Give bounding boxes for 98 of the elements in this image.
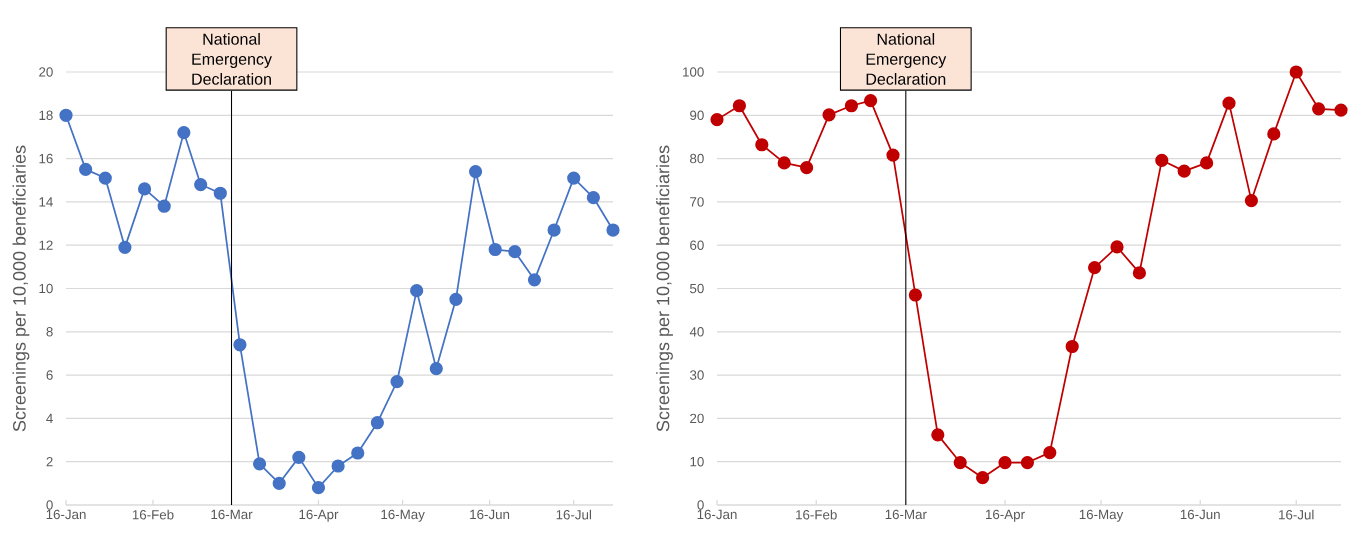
point: [1065, 339, 1079, 354]
point: [998, 455, 1012, 470]
y-tick-label: 18: [39, 110, 53, 120]
y-tick-label: 8: [46, 327, 53, 337]
point: [370, 416, 384, 430]
point: [755, 138, 769, 152]
y-tick-label: 80: [690, 153, 704, 164]
y-tick-label: 50: [690, 283, 704, 294]
point: [1020, 455, 1035, 470]
point: [79, 162, 93, 177]
point: [194, 177, 208, 192]
y-tick-label: 10: [690, 456, 704, 467]
x-tick-label: 16-Feb: [132, 509, 174, 520]
point: [1200, 156, 1214, 170]
point: [118, 240, 132, 254]
point: [822, 108, 836, 122]
point: [213, 186, 227, 200]
point: [410, 284, 424, 298]
x-tick-label: 16-Apr: [299, 509, 339, 522]
point: [1177, 164, 1191, 178]
point: [1289, 65, 1303, 79]
point: [468, 164, 483, 179]
x-tick-label: 16-Apr: [986, 509, 1025, 522]
point: [1155, 153, 1169, 167]
y-tick-label: 16: [39, 153, 53, 164]
x-tick-label: 16-Mar: [885, 509, 927, 520]
y-tick-label: 12: [39, 240, 53, 250]
point: [710, 113, 724, 127]
y-tick-label: 2: [46, 457, 53, 467]
x-tick-label: 16-May: [381, 509, 425, 522]
x-tick-label: 16-Jan: [46, 509, 86, 520]
point: [931, 428, 945, 442]
y-tick-label: 0: [697, 500, 704, 510]
point: [488, 242, 502, 257]
point: [844, 99, 859, 113]
point: [98, 171, 112, 185]
point: [886, 148, 900, 162]
point: [864, 93, 878, 108]
point: [177, 126, 191, 140]
point: [1244, 193, 1259, 208]
point: [233, 338, 247, 352]
point: [157, 199, 171, 213]
point: [449, 292, 463, 306]
point: [508, 245, 522, 259]
point: [292, 450, 306, 464]
y-tick-label: 10: [39, 283, 53, 294]
point: [1222, 96, 1236, 110]
point: [351, 446, 365, 460]
ref-line-label: National Emergency Declaration: [866, 33, 947, 85]
point: [976, 471, 990, 485]
point: [390, 374, 404, 389]
y-tick-label: 4: [46, 413, 53, 423]
point: [1088, 261, 1102, 275]
y-tick-label: 70: [690, 197, 704, 207]
point: [1110, 240, 1124, 254]
y-axis-title: Screenings per 10,000 beneficiaries: [656, 145, 673, 432]
point: [1267, 127, 1281, 141]
x-tick-label: 16-Mar: [211, 509, 253, 520]
point: [908, 288, 923, 302]
point: [1334, 103, 1348, 117]
x-tick-label: 16-Jan: [697, 509, 737, 520]
y-axis-title: Screenings per 10,000 beneficiaries: [12, 145, 30, 432]
y-tick-label: 14: [39, 197, 53, 207]
point: [252, 457, 267, 471]
point: [800, 161, 814, 175]
point: [1132, 266, 1147, 280]
ref-line-label: National Emergency Declaration: [192, 33, 272, 85]
point: [137, 182, 152, 196]
point: [59, 108, 73, 122]
y-tick-label: 90: [690, 110, 704, 120]
point: [527, 273, 542, 287]
y-tick-label: 100: [683, 67, 704, 77]
x-tick-label: 16-Jul: [556, 509, 591, 520]
y-tick-label: 30: [689, 370, 704, 380]
point: [272, 476, 286, 490]
point: [331, 459, 345, 473]
point: [732, 99, 747, 113]
x-tick-label: 16-Feb: [796, 509, 837, 520]
point: [429, 361, 443, 376]
y-tick-label: 20: [690, 413, 704, 424]
y-tick-label: 20: [39, 67, 53, 77]
point: [777, 156, 791, 170]
point: [1043, 445, 1057, 460]
x-tick-label: 16-Jun: [470, 509, 510, 520]
y-tick-label: 40: [689, 327, 704, 337]
x-tick-label: 16-Jul: [1279, 509, 1314, 520]
point: [311, 481, 326, 495]
x-tick-label: 16-May: [1079, 509, 1124, 522]
point: [586, 190, 600, 205]
point: [547, 223, 561, 237]
point: [606, 223, 620, 237]
y-tick-label: 60: [690, 240, 704, 250]
point: [567, 171, 581, 185]
y-tick-label: 0: [46, 500, 53, 510]
x-tick-label: 16-Jun: [1180, 509, 1220, 520]
y-tick-label: 6: [46, 370, 53, 380]
point: [953, 455, 967, 470]
point: [1312, 102, 1326, 116]
